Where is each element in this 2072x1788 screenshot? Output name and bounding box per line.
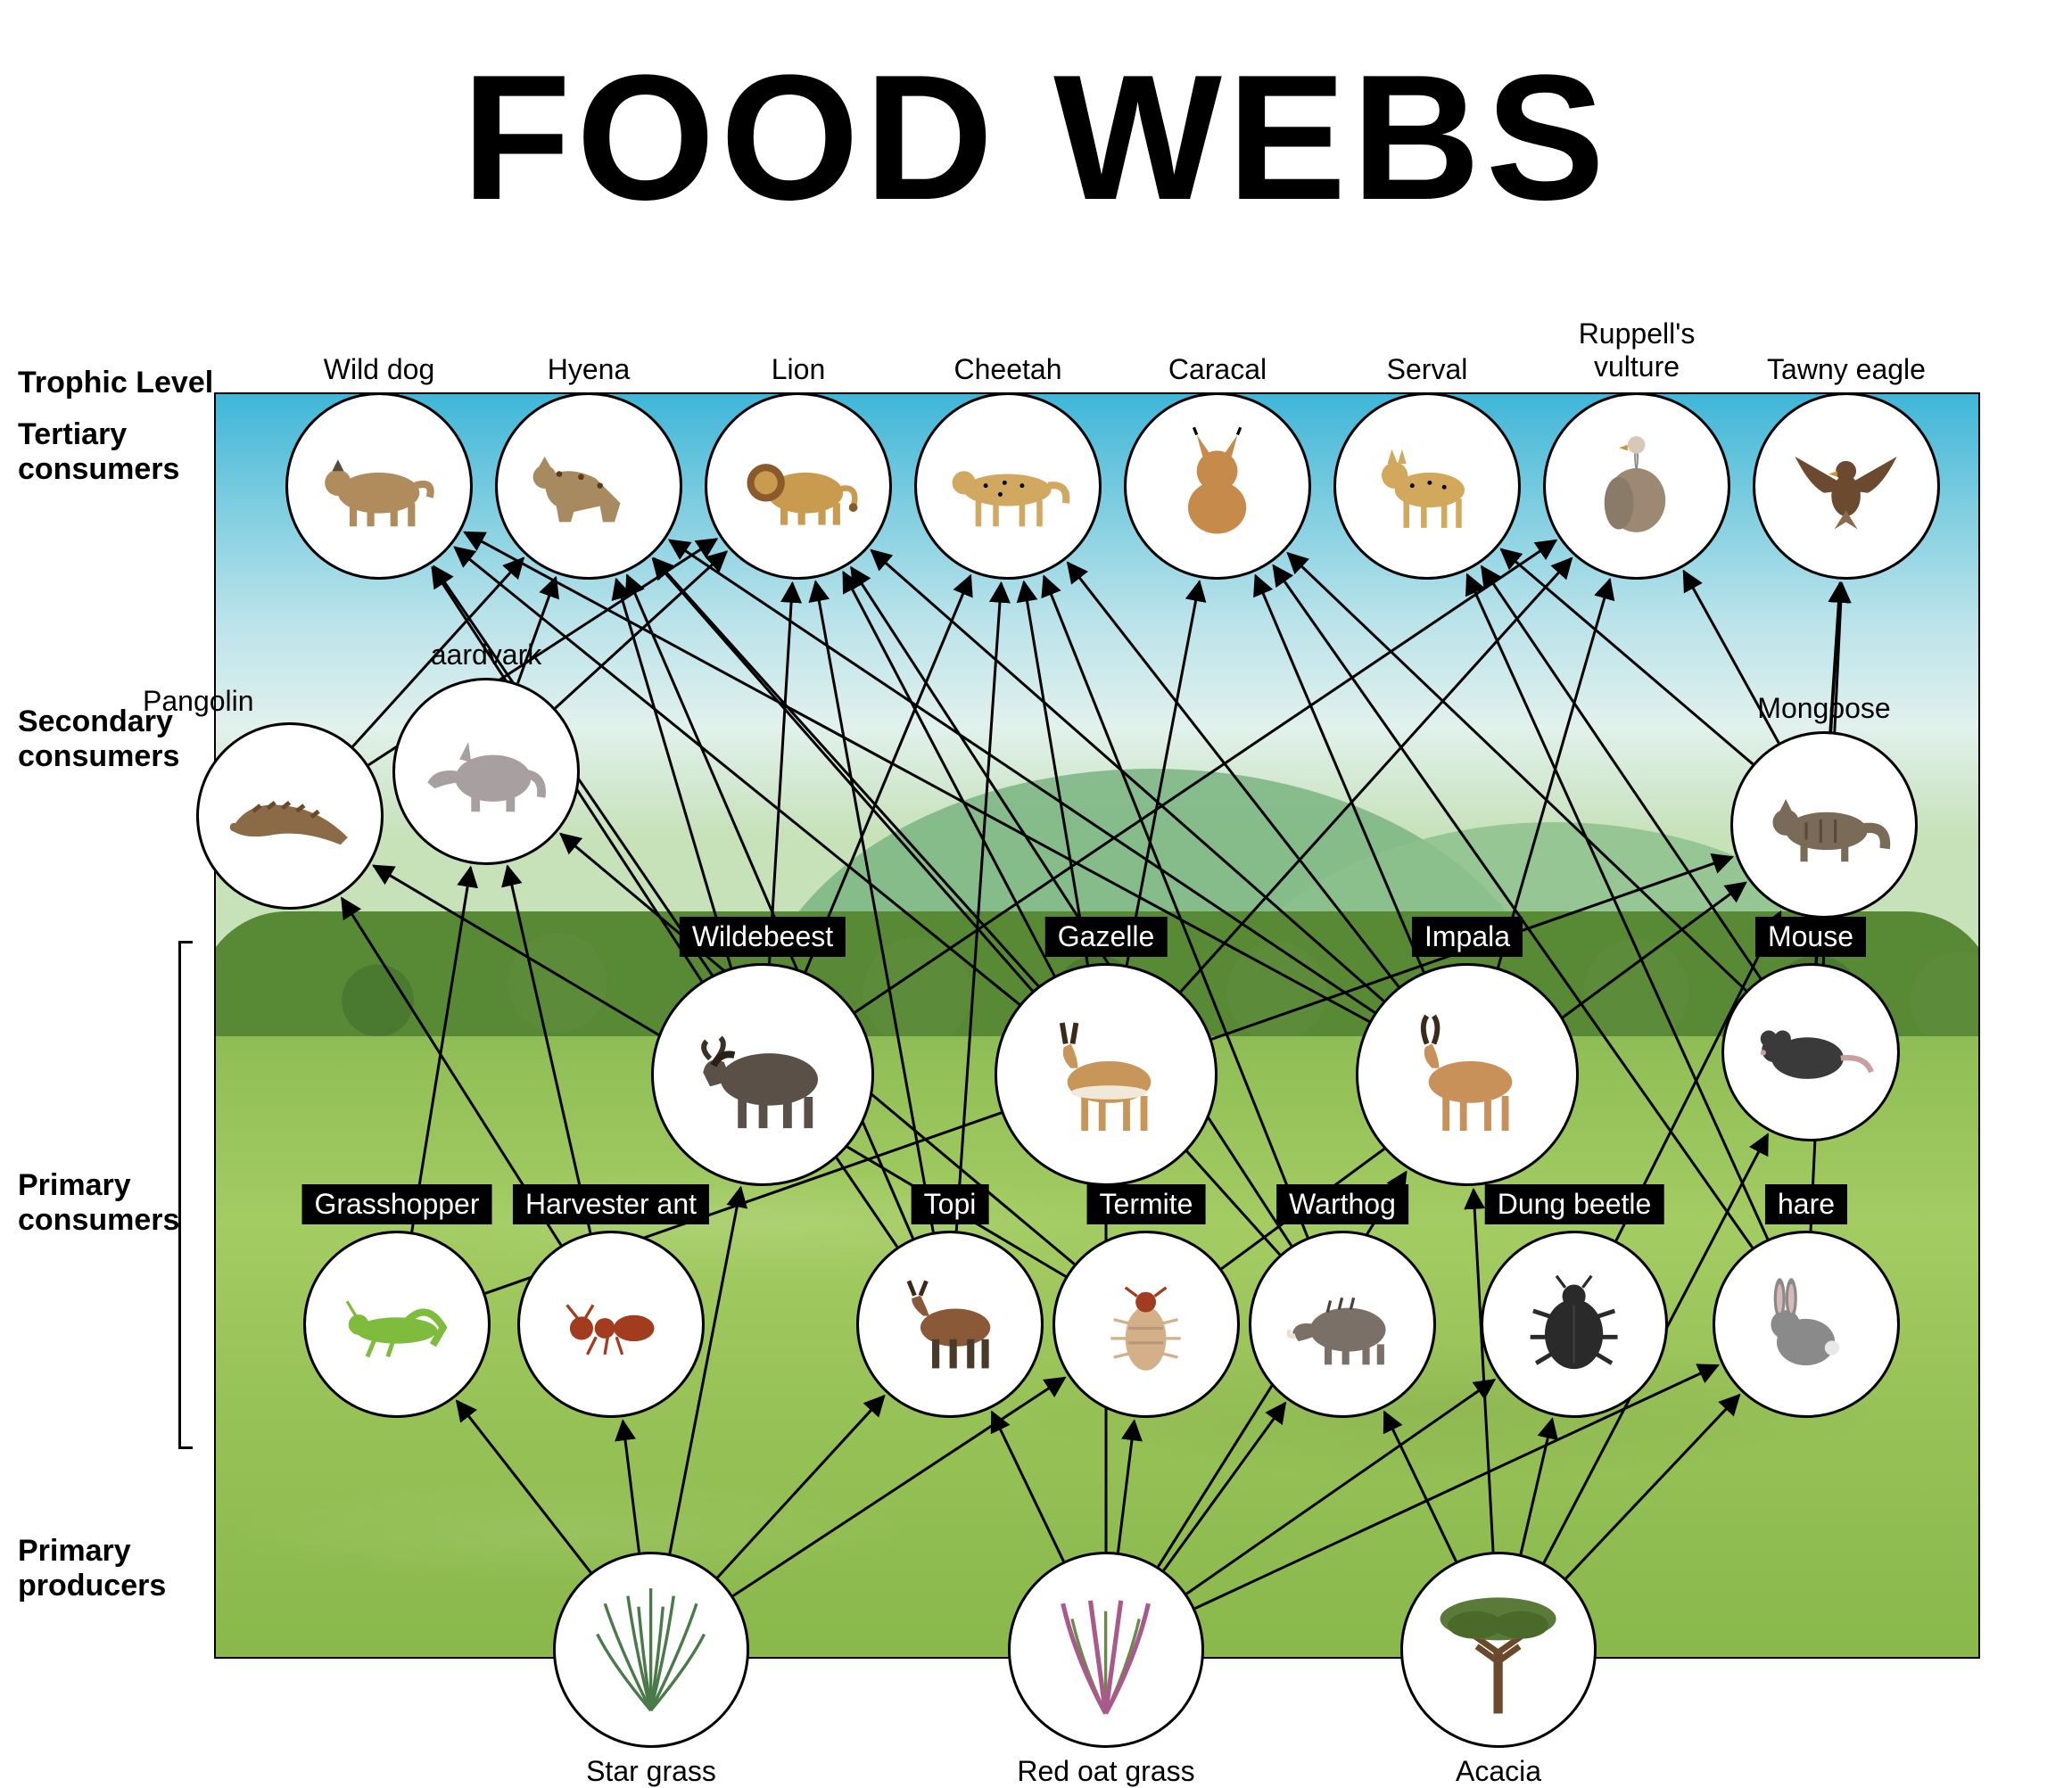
level-label-tertiary: Tertiaryconsumers <box>18 417 179 487</box>
node-topi: Topi <box>856 1231 1044 1418</box>
primary-consumers-bracket <box>178 941 193 1449</box>
node-mongoose: Mongoose <box>1730 731 1918 919</box>
node-gazelle: Gazelle <box>995 963 1218 1186</box>
node-wilddog: Wild dog <box>285 392 473 580</box>
node-circle <box>1730 731 1918 919</box>
node-warthog: Warthog <box>1249 1231 1436 1418</box>
node-label: Termite <box>1087 1184 1206 1224</box>
node-hyena: Hyena <box>495 392 682 580</box>
node-circle <box>651 963 874 1186</box>
node-circle <box>1333 392 1521 580</box>
node-dungbeetle: Dung beetle <box>1481 1231 1668 1418</box>
node-label: Harvester ant <box>513 1184 709 1224</box>
node-circle <box>1481 1231 1668 1418</box>
node-circle <box>914 392 1102 580</box>
node-label: Grasshopper <box>302 1184 492 1224</box>
node-circle <box>1713 1231 1900 1418</box>
node-circle <box>856 1231 1044 1418</box>
node-circle <box>392 678 580 865</box>
level-label-trophic: Trophic Level <box>18 366 213 400</box>
node-circle <box>1356 963 1579 1186</box>
node-circle <box>495 392 682 580</box>
node-circle <box>553 1552 749 1748</box>
node-label: Tawny eagle <box>1767 353 1926 386</box>
node-cheetah: Cheetah <box>914 392 1102 580</box>
node-label: Star grass <box>586 1755 716 1788</box>
node-serval: Serval <box>1333 392 1521 580</box>
node-caracal: Caracal <box>1124 392 1311 580</box>
node-circle <box>1721 963 1900 1141</box>
node-circle <box>1249 1231 1436 1418</box>
level-label-producers: Primaryproducers <box>18 1534 166 1603</box>
node-label: Mongoose <box>1757 692 1890 725</box>
node-circle <box>196 722 384 910</box>
node-aardvark: aardvark <box>392 678 580 865</box>
node-impala: Impala <box>1356 963 1579 1186</box>
node-label: Mouse <box>1755 917 1866 957</box>
node-label: Ruppell'svulture <box>1579 317 1696 383</box>
node-lion: Lion <box>705 392 892 580</box>
node-label: Wildebeest <box>680 917 846 957</box>
node-label: Warthog <box>1276 1184 1408 1224</box>
node-termite: Termite <box>1053 1231 1240 1418</box>
node-label: hare <box>1765 1184 1847 1224</box>
node-pangolin: Pangolin <box>196 722 384 910</box>
node-circle <box>1543 392 1730 580</box>
node-circle <box>1400 1552 1597 1748</box>
node-circle <box>705 392 892 580</box>
node-label: Cheetah <box>954 353 1062 386</box>
node-circle <box>995 963 1218 1186</box>
node-redoat: Red oat grass <box>1008 1552 1204 1748</box>
node-stargrass: Star grass <box>553 1552 749 1748</box>
node-label: aardvark <box>431 639 542 672</box>
node-mouse: Mouse <box>1721 963 1900 1141</box>
node-grasshopper: Grasshopper <box>303 1231 491 1418</box>
node-ant: Harvester ant <box>517 1231 705 1418</box>
node-label: Red oat grass <box>1017 1755 1194 1788</box>
node-wildebeest: Wildebeest <box>651 963 874 1186</box>
diagram-title: FOOD WEBS <box>0 36 2072 241</box>
node-label: Topi <box>912 1184 989 1224</box>
node-label: Caracal <box>1168 353 1267 386</box>
node-circle <box>1008 1552 1204 1748</box>
node-label: Hyena <box>548 353 631 386</box>
node-label: Wild dog <box>324 353 435 386</box>
node-circle <box>1053 1231 1240 1418</box>
node-circle <box>1124 392 1311 580</box>
node-circle <box>303 1231 491 1418</box>
node-label: Acacia <box>1456 1755 1541 1788</box>
node-vulture: Ruppell'svulture <box>1543 392 1730 580</box>
node-eagle: Tawny eagle <box>1753 392 1940 580</box>
node-label: Lion <box>772 353 826 386</box>
node-circle <box>517 1231 705 1418</box>
node-acacia: Acacia <box>1400 1552 1597 1748</box>
node-label: Serval <box>1387 353 1468 386</box>
level-label-primary: Primaryconsumers <box>18 1168 179 1238</box>
node-label: Impala <box>1412 917 1523 957</box>
node-label: Gazelle <box>1045 917 1168 957</box>
node-circle <box>1753 392 1940 580</box>
level-label-secondary: Secondaryconsumers <box>18 704 179 774</box>
node-hare: hare <box>1713 1231 1900 1418</box>
node-circle <box>285 392 473 580</box>
node-label: Dung beetle <box>1485 1184 1664 1224</box>
